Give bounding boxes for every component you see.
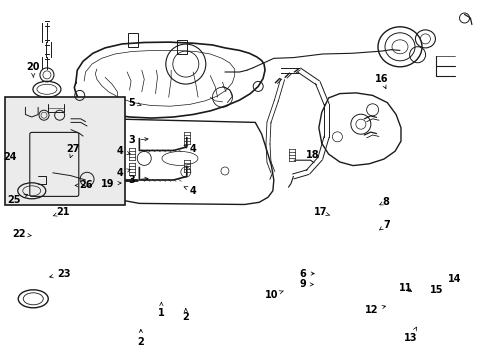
Text: 18: 18 xyxy=(305,150,319,160)
Text: 2: 2 xyxy=(137,329,144,347)
Text: 17: 17 xyxy=(313,207,329,217)
Text: 2: 2 xyxy=(182,309,189,322)
Text: 16: 16 xyxy=(374,74,387,89)
Text: 4: 4 xyxy=(183,144,196,154)
Text: 4: 4 xyxy=(116,146,130,156)
Text: 26: 26 xyxy=(75,180,92,190)
Bar xyxy=(177,40,186,54)
Text: 21: 21 xyxy=(53,207,69,217)
Bar xyxy=(5,97,124,205)
Text: 3: 3 xyxy=(128,175,148,185)
Text: 23: 23 xyxy=(50,269,70,279)
Text: 20: 20 xyxy=(26,62,40,77)
Text: 24: 24 xyxy=(3,152,17,162)
Text: 19: 19 xyxy=(101,179,121,189)
Text: 13: 13 xyxy=(403,327,417,343)
Text: 11: 11 xyxy=(398,283,412,293)
Text: 10: 10 xyxy=(264,290,283,300)
Text: 7: 7 xyxy=(379,220,389,230)
Text: 8: 8 xyxy=(379,197,389,207)
Text: 9: 9 xyxy=(299,279,313,289)
Text: 14: 14 xyxy=(447,274,461,284)
Bar xyxy=(128,33,138,47)
Text: 12: 12 xyxy=(364,305,385,315)
Text: 4: 4 xyxy=(183,186,196,196)
Text: 1: 1 xyxy=(158,302,164,318)
Text: 5: 5 xyxy=(128,98,141,108)
Text: 4: 4 xyxy=(116,168,130,178)
Text: 15: 15 xyxy=(428,285,442,295)
Text: 22: 22 xyxy=(12,229,31,239)
Text: 3: 3 xyxy=(128,135,148,145)
Text: 6: 6 xyxy=(299,269,314,279)
Text: 27: 27 xyxy=(66,144,80,158)
Text: 25: 25 xyxy=(7,194,28,205)
